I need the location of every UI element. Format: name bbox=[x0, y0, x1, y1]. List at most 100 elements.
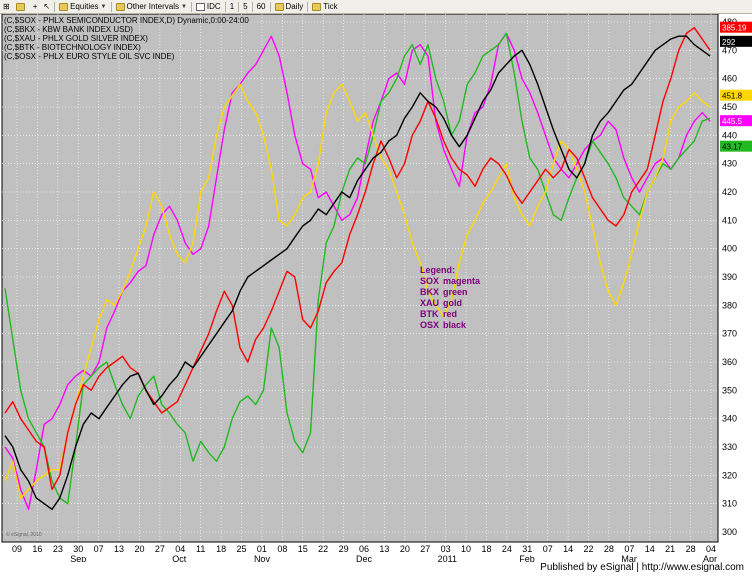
legend-code: BTK bbox=[420, 309, 439, 319]
month-label: 2011 bbox=[438, 554, 457, 562]
toolbar-item-equities[interactable]: Equities ▼ bbox=[56, 1, 109, 13]
y-tick-label: 380 bbox=[722, 300, 737, 310]
y-tick-label: 410 bbox=[722, 215, 737, 225]
x-tick-label: 29 bbox=[339, 544, 349, 554]
x-tick-label: 20 bbox=[134, 544, 144, 554]
y-tick-label: 370 bbox=[722, 329, 737, 339]
x-tick-label: 08 bbox=[277, 544, 287, 554]
x-tick-label: 28 bbox=[604, 544, 614, 554]
y-tick-label: 340 bbox=[722, 414, 737, 424]
y-tick-label: 330 bbox=[722, 442, 737, 452]
y-tick-label: 320 bbox=[722, 470, 737, 480]
toolbar-item-label: 1 bbox=[229, 2, 235, 11]
series-line-btk bbox=[4, 26, 711, 491]
folder-icon[interactable] bbox=[13, 1, 30, 13]
legend-code: OSX bbox=[420, 320, 439, 330]
x-tick-label: 21 bbox=[665, 544, 675, 554]
toolbar-item-other-intervals[interactable]: Other Intervals ▼ bbox=[113, 1, 190, 13]
toolbar-separator bbox=[307, 1, 309, 12]
x-tick-label: 07 bbox=[94, 544, 104, 554]
toolbar-item-daily[interactable]: Daily bbox=[272, 1, 307, 13]
toolbar-separator bbox=[269, 1, 271, 12]
chart-type-icon[interactable]: ⊞ bbox=[3, 2, 10, 11]
month-label: Oct bbox=[172, 554, 187, 562]
y-tick-label: 450 bbox=[722, 102, 737, 112]
last-value-label: 451.8 bbox=[722, 92, 743, 101]
last-value-label: 292 bbox=[722, 38, 736, 47]
x-tick-label: 11 bbox=[196, 544, 205, 554]
last-value-tag bbox=[720, 35, 752, 47]
last-value-tag bbox=[720, 21, 752, 33]
x-tick-label: 30 bbox=[73, 544, 83, 554]
toolbar-item-label: 60 bbox=[256, 2, 266, 11]
chart-header-line: (C,$SOX - PHLX SEMICONDUCTOR INDEX,D) Dy… bbox=[4, 16, 249, 25]
y-tick-label: 400 bbox=[722, 244, 737, 254]
last-value-tag bbox=[720, 89, 752, 101]
month-label: Feb bbox=[519, 554, 535, 562]
chart-header-line: (C,$XAU - PHLX GOLD SILVER INDEX) bbox=[4, 34, 148, 43]
legend-color-name: gold bbox=[443, 298, 462, 308]
x-tick-label: 07 bbox=[543, 544, 553, 554]
toolbar-item-tick[interactable]: Tick bbox=[309, 1, 340, 13]
month-label: Sep bbox=[70, 554, 86, 562]
x-tick-label: 04 bbox=[706, 544, 716, 554]
y-tick-label: 300 bbox=[722, 527, 737, 537]
x-tick-label: 31 bbox=[522, 544, 532, 554]
x-tick-label: 24 bbox=[502, 544, 512, 554]
y-tick-label: 420 bbox=[722, 187, 737, 197]
x-tick-label: 28 bbox=[686, 544, 696, 554]
x-tick-label: 14 bbox=[563, 544, 573, 554]
x-tick-label: 22 bbox=[584, 544, 594, 554]
toolbar-item-label: Other Intervals bbox=[126, 2, 179, 11]
price-chart: 3003103203303403503603703803904004104204… bbox=[1, 14, 752, 562]
plot-area bbox=[1, 14, 719, 543]
series-line-xau bbox=[4, 83, 711, 499]
toolbar-item-5[interactable]: 5 bbox=[240, 1, 250, 13]
y-tick-label: 310 bbox=[722, 499, 737, 509]
last-value-label: 43.17 bbox=[722, 143, 743, 152]
toolbar-item-1[interactable]: 1 bbox=[227, 1, 237, 13]
last-value-label: 445.5 bbox=[722, 117, 743, 126]
toolbar-item-label: Tick bbox=[323, 2, 338, 11]
publisher-footer: Published by eSignal | http://www.esigna… bbox=[0, 562, 752, 576]
x-tick-label: 15 bbox=[298, 544, 308, 554]
legend-color-name: magenta bbox=[443, 276, 481, 286]
legend-code: SOX bbox=[420, 276, 439, 286]
chart-header-line: (C,$OSX - PHLX EURO STYLE OIL SVC INDE) bbox=[4, 52, 175, 61]
y-tick-label: 460 bbox=[722, 74, 737, 84]
chart-header-line: (C,$BTK - BIOTECHNOLOGY INDEX) bbox=[4, 43, 141, 52]
x-tick-label: 18 bbox=[216, 544, 226, 554]
x-tick-label: 20 bbox=[400, 544, 410, 554]
y-tick-label: 390 bbox=[722, 272, 737, 282]
legend-color-name: red bbox=[443, 309, 457, 319]
series-line-bkx bbox=[4, 32, 711, 505]
x-tick-label: 13 bbox=[114, 544, 124, 554]
toolbar-separator bbox=[224, 1, 226, 12]
month-label: Apr bbox=[703, 554, 717, 562]
x-tick-label: 23 bbox=[53, 544, 63, 554]
toolbar-item-idc[interactable]: IDC bbox=[193, 1, 224, 13]
chevron-down-icon: ▼ bbox=[180, 3, 187, 10]
legend-code: BKX bbox=[420, 287, 439, 297]
month-label: Nov bbox=[254, 554, 271, 562]
cursor-icon[interactable]: ↖ bbox=[43, 2, 51, 11]
toolbar-separator bbox=[251, 1, 253, 12]
toolbar-item-60[interactable]: 60 bbox=[254, 1, 269, 13]
last-value-label: 385.19 bbox=[722, 24, 747, 33]
x-tick-label: 14 bbox=[645, 544, 655, 554]
chart-header-line: (C,$BKX - KBW BANK INDEX USD) bbox=[4, 25, 133, 34]
y-tick-label: 350 bbox=[722, 385, 737, 395]
last-value-tag bbox=[720, 115, 752, 127]
folder-icon bbox=[312, 2, 322, 11]
toolbar-separator bbox=[190, 1, 192, 12]
x-tick-label: 13 bbox=[379, 544, 389, 554]
legend-title: Legend: bbox=[420, 265, 455, 275]
y-tick-label: 430 bbox=[722, 159, 737, 169]
watermark-text: © eSignal, 2010 bbox=[6, 531, 42, 538]
footer-text: Published by eSignal | http://www.esigna… bbox=[540, 562, 744, 573]
x-tick-label: 16 bbox=[32, 544, 42, 554]
add-icon[interactable]: + bbox=[32, 2, 38, 11]
y-tick-label: 470 bbox=[722, 45, 737, 55]
month-label: Dec bbox=[356, 554, 373, 562]
toolbar-separator bbox=[238, 1, 240, 12]
